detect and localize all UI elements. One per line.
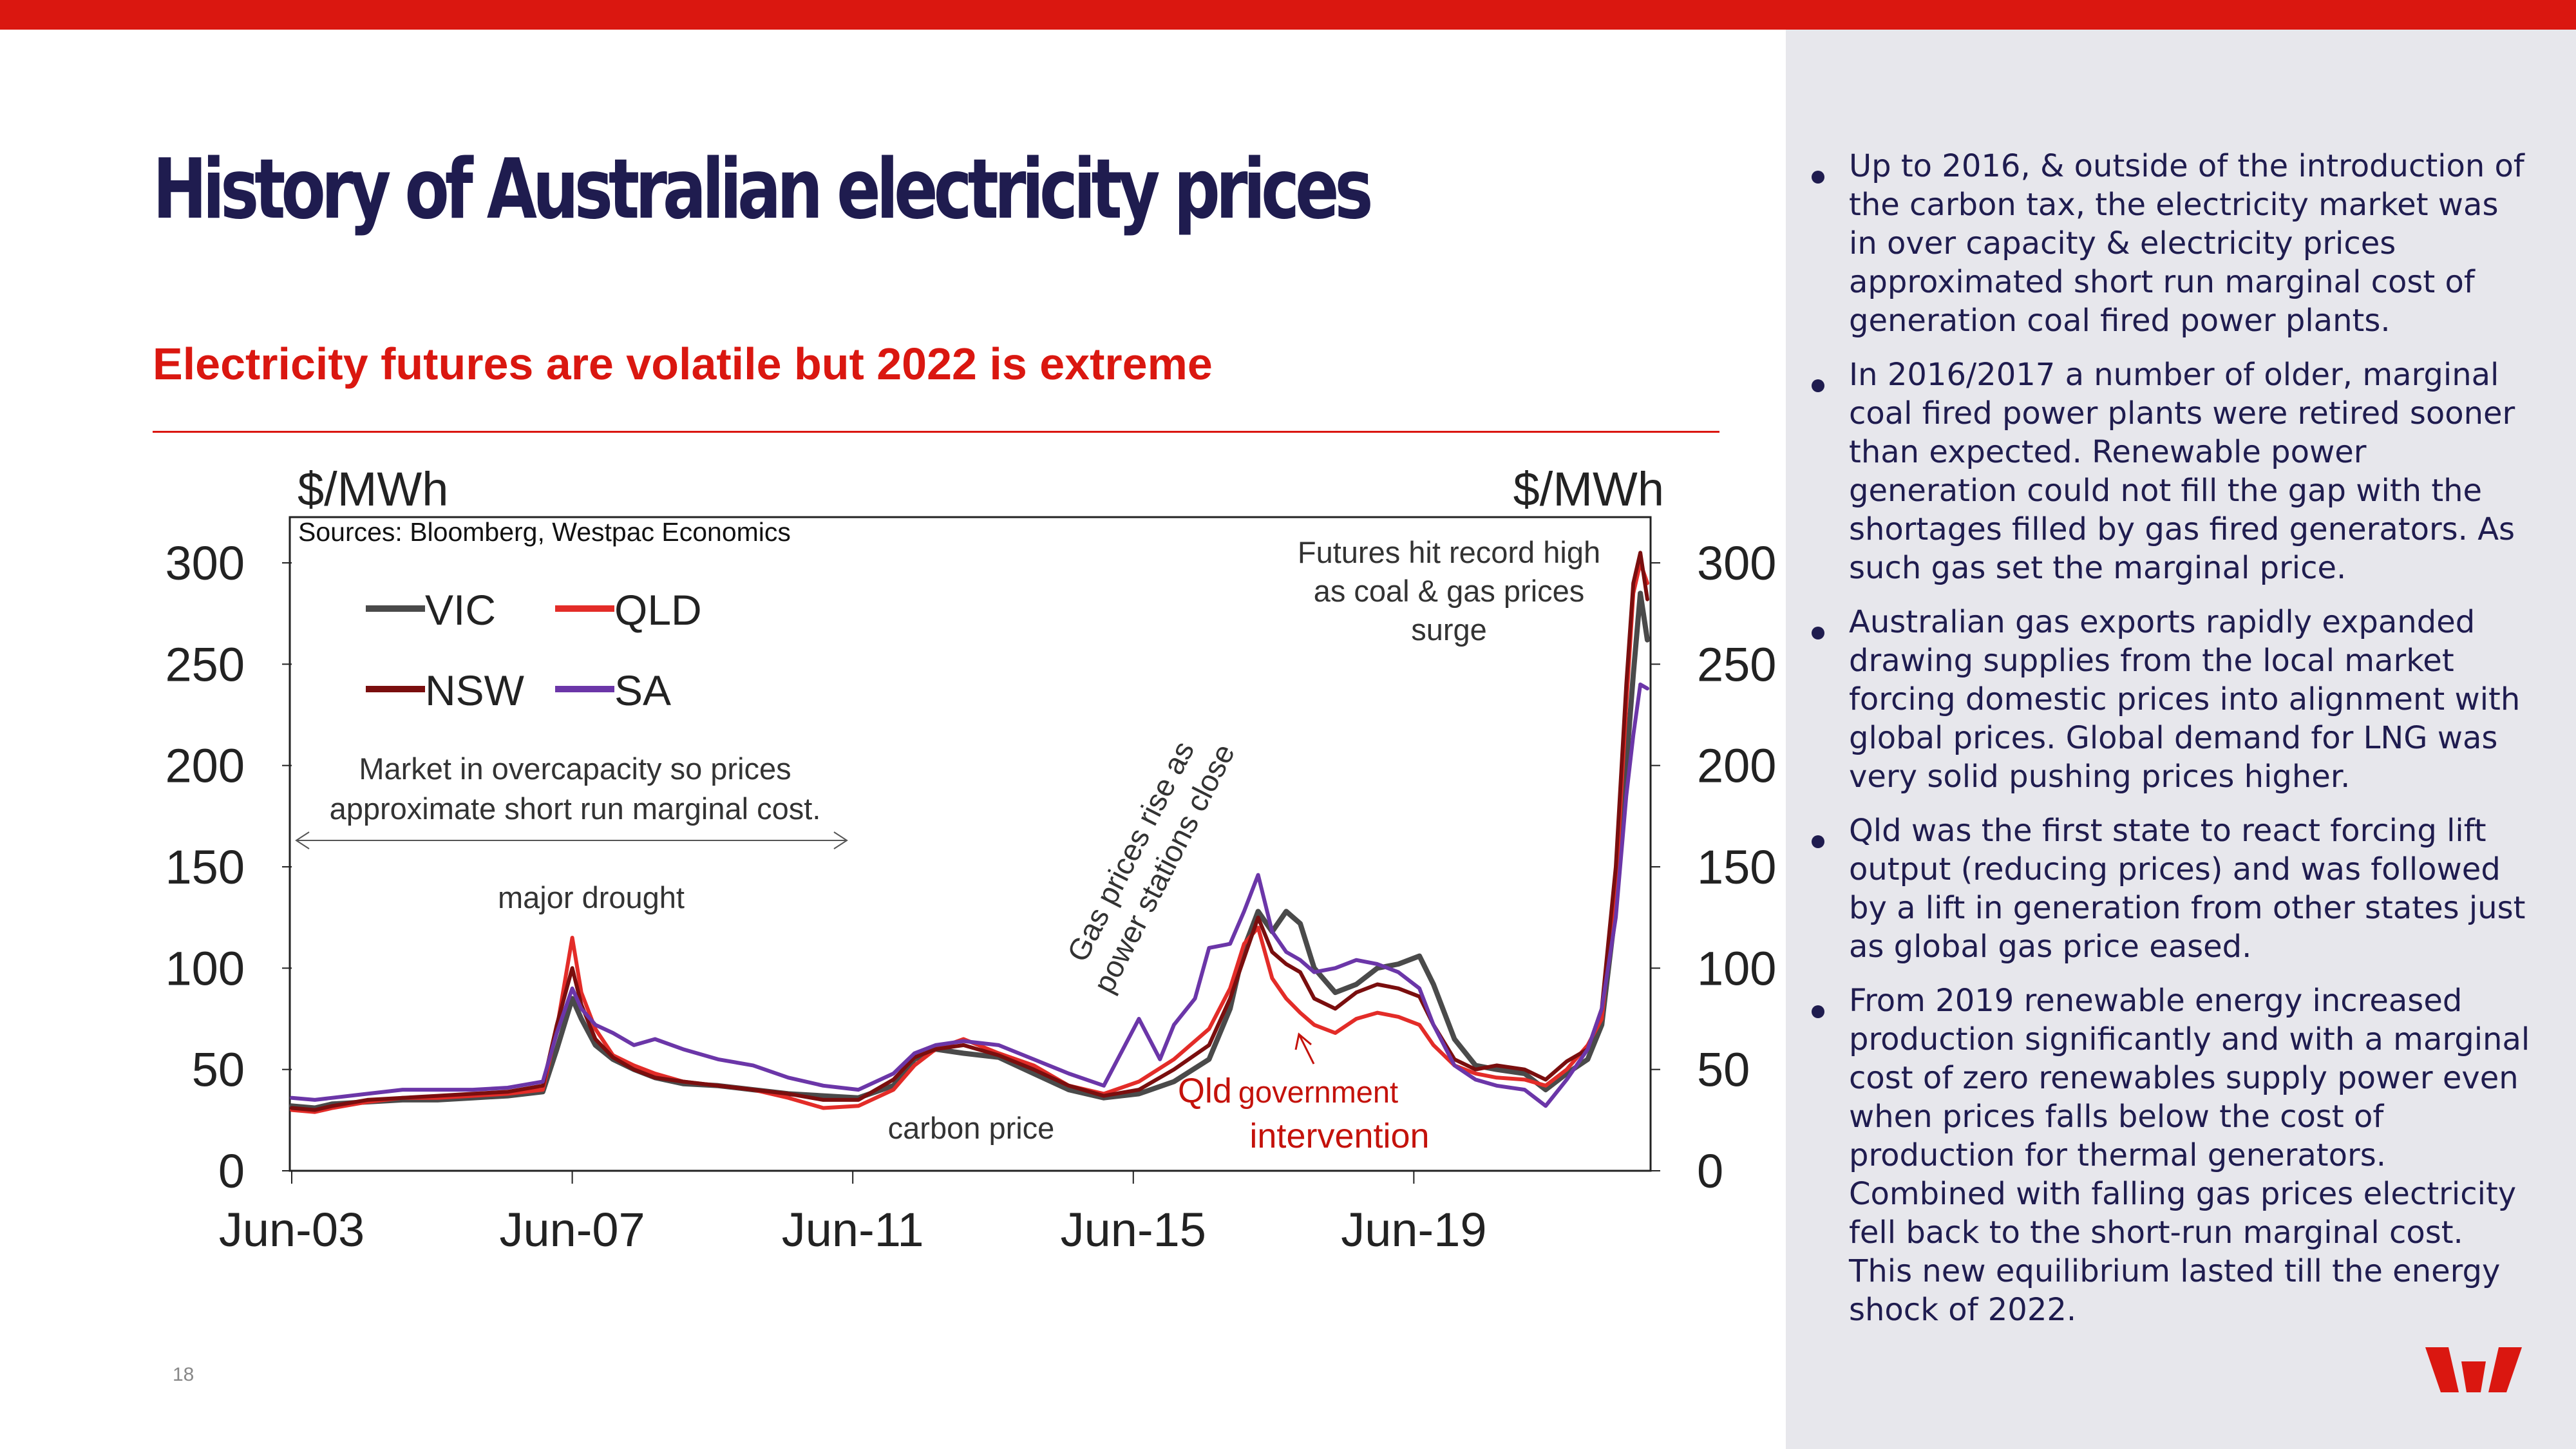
commentary-bullet: Australian gas exports rapidly expanded … xyxy=(1806,603,2534,796)
top-brand-bar xyxy=(0,0,2576,30)
annotation-drought: major drought xyxy=(498,880,685,914)
x-tick-label: Jun-15 xyxy=(1061,1203,1206,1256)
series-line-nsw xyxy=(290,551,1649,1112)
annotation-overcapacity-line2: approximate short run marginal cost. xyxy=(330,791,821,826)
y-tick-label-left: 250 xyxy=(166,638,245,691)
annotation-record-line3: surge xyxy=(1411,612,1487,647)
qld-annotation-line2: intervention xyxy=(1249,1117,1429,1155)
y-tick-label-right: 50 xyxy=(1697,1043,1750,1097)
y-axis-label-left: $/MWh xyxy=(298,462,448,516)
y-tick-label-right: 0 xyxy=(1697,1144,1723,1198)
overcapacity-annotation: Market in overcapacity so prices approxi… xyxy=(295,752,848,849)
y-tick-label-left: 200 xyxy=(166,739,245,793)
annotation-record-line2: as coal & gas prices xyxy=(1314,574,1585,608)
y-tick-label-left: 50 xyxy=(192,1043,245,1097)
legend-label-vic: VIC xyxy=(425,586,496,634)
page-title: History of Australian electricity prices xyxy=(153,142,1374,238)
y-tick-label-right: 250 xyxy=(1697,638,1776,691)
plot-frame xyxy=(289,516,1652,1172)
annotation-record-line1: Futures hit record high xyxy=(1298,535,1600,569)
x-tick-label: Jun-03 xyxy=(219,1203,365,1256)
commentary-bullet: Qld was the first state to react forcing… xyxy=(1806,811,2534,966)
subtitle-divider xyxy=(153,431,1719,433)
annotation-qld-intervention: Qld government intervention xyxy=(1178,1032,1430,1155)
y-tick-label-left: 100 xyxy=(166,942,245,995)
y-tick-label-left: 300 xyxy=(166,536,245,590)
commentary-bullets: Up to 2016, & outside of the introductio… xyxy=(1806,147,2534,1345)
qld-annotation-qld: Qld xyxy=(1178,1072,1232,1110)
legend-label-nsw: NSW xyxy=(425,667,525,714)
x-tick-label: Jun-11 xyxy=(782,1203,924,1256)
legend: VIC QLD NSW SA xyxy=(366,586,702,714)
commentary-bullet: From 2019 renewable energy increased pro… xyxy=(1806,981,2534,1329)
chart-subtitle: Electricity futures are volatile but 202… xyxy=(153,339,1213,389)
legend-label-qld: QLD xyxy=(614,586,702,634)
y-axis-label-right: $/MWh xyxy=(1513,462,1664,516)
arrow-head-left xyxy=(295,831,310,849)
y-tick-label-left: 0 xyxy=(218,1144,245,1198)
x-tick-label: Jun-07 xyxy=(499,1203,645,1256)
electricity-price-chart: Sources: Bloomberg, Westpac Economics $/… xyxy=(166,462,1777,1256)
annotation-carbon-price: carbon price xyxy=(888,1111,1055,1145)
arrow-head-right xyxy=(833,831,848,849)
annotation-gas: Gas prices rise as power stations close xyxy=(1060,735,1241,998)
commentary-bullet: Up to 2016, & outside of the introductio… xyxy=(1806,147,2534,340)
y-tick-label-right: 100 xyxy=(1697,942,1776,995)
commentary-panel xyxy=(1786,30,2576,1449)
qld-annotation-line1: Qld government xyxy=(1178,1072,1398,1110)
y-tick-label-right: 300 xyxy=(1697,536,1776,590)
series-layer xyxy=(289,551,1650,1114)
qld-annotation-government: government xyxy=(1238,1075,1398,1109)
series-line-sa xyxy=(290,682,1649,1108)
y-tick-label-right: 150 xyxy=(1697,840,1776,894)
legend-label-sa: SA xyxy=(614,667,671,714)
qld-pointer-arrow xyxy=(1298,1035,1315,1065)
x-tick-label: Jun-19 xyxy=(1341,1203,1486,1256)
axes: 0 0 50 50 100 100 150 150 200 200 250 250 300 300 Jun-… xyxy=(166,536,1777,1256)
y-tick-label-left: 150 xyxy=(166,840,245,894)
chart-source: Sources: Bloomberg, Westpac Economics xyxy=(298,517,791,547)
westpac-w-logo-icon xyxy=(2425,1347,2522,1392)
series-line-qld xyxy=(290,561,1649,1114)
qld-pointer-head xyxy=(1294,1032,1312,1050)
series-line-vic xyxy=(289,591,1650,1111)
y-tick-label-right: 200 xyxy=(1697,739,1776,793)
commentary-bullet: In 2016/2017 a number of older, marginal… xyxy=(1806,355,2534,587)
annotation-overcapacity-line1: Market in overcapacity so prices xyxy=(359,752,791,786)
page-number: 18 xyxy=(173,1364,194,1385)
